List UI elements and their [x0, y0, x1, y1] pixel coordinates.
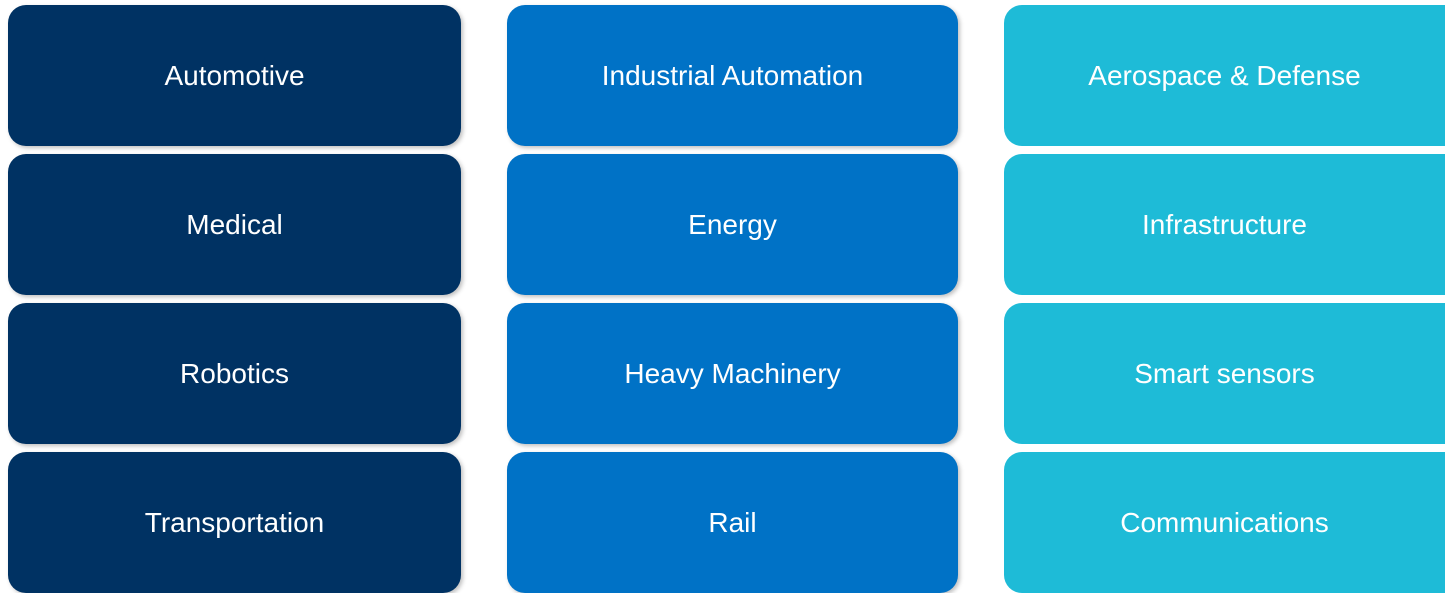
industry-tile[interactable]: Energy	[507, 154, 958, 295]
industry-tile[interactable]: Infrastructure	[1004, 154, 1445, 295]
industry-tile[interactable]: Transportation	[8, 452, 461, 593]
industry-tile[interactable]: Industrial Automation	[507, 5, 958, 146]
industry-tile[interactable]: Communications	[1004, 452, 1445, 593]
industry-tile[interactable]: Medical	[8, 154, 461, 295]
industry-tile[interactable]: Heavy Machinery	[507, 303, 958, 444]
industry-tile[interactable]: Rail	[507, 452, 958, 593]
industry-tile[interactable]: Robotics	[8, 303, 461, 444]
industry-tile[interactable]: Smart sensors	[1004, 303, 1445, 444]
industry-tile[interactable]: Aerospace & Defense	[1004, 5, 1445, 146]
industry-tile[interactable]: Automotive	[8, 5, 461, 146]
